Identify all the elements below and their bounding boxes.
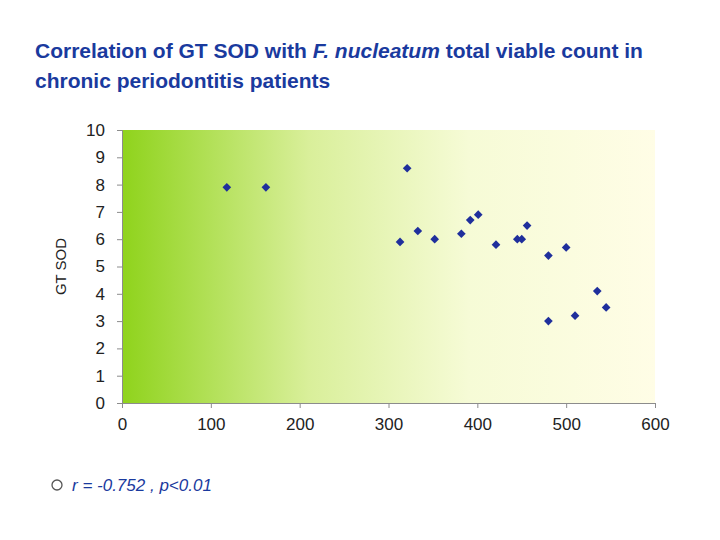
- x-tick-mark: [655, 403, 656, 408]
- y-tick: 9: [96, 148, 122, 167]
- x-tick-label: 200: [286, 415, 314, 434]
- title-line: Correlation of GT SOD with: [35, 39, 313, 62]
- y-tick-label: 7: [96, 203, 105, 222]
- y-tick-label: 6: [96, 230, 105, 249]
- y-tick-mark: [117, 185, 122, 186]
- x-tick-mark: [566, 403, 567, 408]
- y-tick-label: 5: [96, 257, 105, 276]
- y-tick: 5: [96, 257, 122, 276]
- x-tick-mark: [300, 403, 301, 408]
- x-tick-label: 0: [118, 415, 127, 434]
- y-tick: 6: [96, 230, 122, 249]
- y-axis: 0 1 2 3 4 5 6 7 8 9 10: [86, 121, 122, 413]
- y-tick-label: 0: [96, 394, 105, 413]
- y-tick: 10: [86, 121, 122, 140]
- y-tick-label: 9: [96, 148, 105, 167]
- point: [430, 235, 439, 244]
- point: [562, 243, 571, 252]
- title-line: total viable count in: [440, 39, 643, 62]
- x-tick-mark: [477, 403, 478, 408]
- x-tick: 400: [464, 403, 492, 434]
- y-tick-label: 8: [96, 176, 105, 195]
- point: [602, 303, 611, 312]
- x-tick-label: 300: [375, 415, 403, 434]
- y-tick-mark: [117, 157, 122, 158]
- point: [457, 229, 466, 238]
- y-tick: 0: [96, 394, 122, 413]
- y-tick-mark: [117, 130, 122, 131]
- y-tick-label: 3: [96, 312, 105, 331]
- x-tick: 100: [197, 403, 225, 434]
- y-tick-mark: [117, 348, 122, 349]
- point: [222, 183, 231, 192]
- y-tick-mark: [117, 267, 122, 268]
- point: [517, 235, 526, 244]
- y-tick-label: 4: [96, 285, 105, 304]
- annotation: r = -0.752 , p<0.01: [72, 476, 212, 495]
- point: [523, 221, 532, 230]
- point: [396, 238, 405, 247]
- title: Correlation of GT SOD with F. nucleatum …: [35, 39, 643, 92]
- point: [413, 227, 422, 236]
- y-tick: 4: [96, 285, 122, 304]
- y-tick: 7: [96, 203, 122, 222]
- plot-background: [122, 130, 655, 403]
- bullet: [52, 480, 62, 490]
- y-tick-mark: [117, 321, 122, 322]
- x-axis: 0 100 200 300 400 500 600: [118, 403, 670, 434]
- y-axis-label: GT SOD: [52, 238, 69, 295]
- y-tick-label: 2: [96, 339, 105, 358]
- x-tick-label: 500: [552, 415, 580, 434]
- point: [403, 164, 412, 173]
- x-tick-label: 600: [641, 415, 669, 434]
- y-axis-line: [117, 131, 123, 404]
- x-tick: 200: [286, 403, 314, 434]
- y-tick-mark: [117, 294, 122, 295]
- title-line: chronic periodontitis patients: [35, 69, 330, 92]
- point: [262, 183, 271, 192]
- x-tick-mark: [211, 403, 212, 408]
- x-tick: 600: [641, 403, 669, 434]
- y-tick-label: 10: [86, 121, 105, 140]
- y-tick-label: 1: [96, 367, 105, 386]
- point: [474, 210, 483, 219]
- y-tick-mark: [117, 376, 122, 377]
- x-tick: 300: [375, 403, 403, 434]
- x-tick: 500: [552, 403, 580, 434]
- point: [544, 317, 553, 326]
- y-tick-mark: [117, 239, 122, 240]
- y-tick-mark: [117, 212, 122, 213]
- x-tick: 0: [118, 403, 127, 434]
- y-tick: 8: [96, 176, 122, 195]
- point: [544, 251, 553, 260]
- x-tick-label: 100: [197, 415, 225, 434]
- x-tick-mark: [389, 403, 390, 408]
- x-axis-line: [123, 404, 656, 409]
- point: [571, 311, 580, 320]
- title-line: F. nucleatum: [313, 39, 440, 62]
- y-tick-mark: [117, 403, 122, 404]
- y-tick: 3: [96, 312, 122, 331]
- y-tick: 1: [96, 367, 122, 386]
- points: [222, 164, 610, 326]
- point: [492, 240, 501, 249]
- y-tick: 2: [96, 339, 122, 358]
- x-tick-label: 400: [464, 415, 492, 434]
- chart: Correlation of GT SOD with F. nucleatum …: [0, 0, 720, 540]
- point: [466, 216, 475, 225]
- point: [593, 287, 602, 296]
